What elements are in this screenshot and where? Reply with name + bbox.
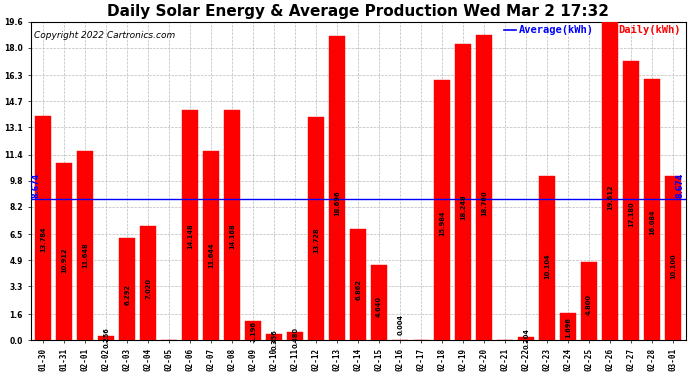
Text: 14.148: 14.148 — [187, 224, 193, 249]
Text: 4.640: 4.640 — [376, 296, 382, 316]
Text: 10.104: 10.104 — [544, 254, 550, 279]
Text: 13.784: 13.784 — [40, 226, 46, 252]
Text: 15.984: 15.984 — [440, 210, 445, 236]
Bar — [98, 336, 114, 340]
Bar — [560, 312, 576, 340]
Text: 8.674: 8.674 — [676, 172, 684, 198]
Text: 0.204: 0.204 — [523, 328, 529, 349]
Text: 0.004: 0.004 — [397, 314, 403, 335]
Bar — [644, 79, 660, 340]
Text: 18.760: 18.760 — [481, 190, 487, 216]
Bar — [77, 151, 93, 340]
Bar — [455, 44, 471, 340]
Bar — [119, 238, 135, 340]
Bar — [57, 163, 72, 340]
Bar — [665, 176, 681, 340]
Text: 17.180: 17.180 — [628, 202, 634, 227]
Bar — [287, 332, 303, 340]
Text: 18.696: 18.696 — [334, 190, 340, 216]
Text: 4.800: 4.800 — [586, 294, 592, 315]
Bar — [224, 110, 240, 340]
Bar — [371, 265, 387, 340]
Bar — [518, 337, 534, 340]
Text: 11.648: 11.648 — [82, 242, 88, 268]
Bar — [582, 262, 597, 340]
Bar — [623, 61, 639, 340]
Text: 7.020: 7.020 — [145, 278, 151, 299]
Text: 18.248: 18.248 — [460, 194, 466, 219]
Bar — [140, 226, 156, 340]
Bar — [308, 117, 324, 340]
Legend: Average(kWh), Daily(kWh): Average(kWh), Daily(kWh) — [504, 26, 680, 35]
Text: 0.256: 0.256 — [104, 327, 109, 348]
Bar — [476, 35, 492, 340]
Text: 0.356: 0.356 — [271, 329, 277, 350]
Bar — [204, 151, 219, 340]
Bar — [540, 176, 555, 340]
Text: 10.100: 10.100 — [670, 254, 676, 279]
Text: 1.196: 1.196 — [250, 321, 256, 342]
Bar — [602, 21, 618, 340]
Text: 14.168: 14.168 — [229, 224, 235, 249]
Text: 16.084: 16.084 — [649, 210, 656, 236]
Bar — [182, 110, 198, 340]
Bar — [246, 321, 261, 340]
Text: 19.612: 19.612 — [607, 184, 613, 210]
Bar — [329, 36, 345, 340]
Text: 13.728: 13.728 — [313, 227, 319, 252]
Bar — [434, 81, 450, 340]
Bar — [266, 334, 282, 340]
Text: 6.292: 6.292 — [124, 284, 130, 304]
Text: 8.674: 8.674 — [32, 172, 41, 198]
Text: Copyright 2022 Cartronics.com: Copyright 2022 Cartronics.com — [34, 31, 175, 40]
Text: 6.862: 6.862 — [355, 279, 361, 300]
Text: 0.480: 0.480 — [292, 327, 298, 348]
Text: 1.696: 1.696 — [565, 317, 571, 338]
Text: 11.644: 11.644 — [208, 242, 214, 268]
Title: Daily Solar Energy & Average Production Wed Mar 2 17:32: Daily Solar Energy & Average Production … — [107, 4, 609, 19]
Bar — [351, 229, 366, 340]
Bar — [35, 116, 51, 340]
Text: 10.912: 10.912 — [61, 248, 67, 273]
